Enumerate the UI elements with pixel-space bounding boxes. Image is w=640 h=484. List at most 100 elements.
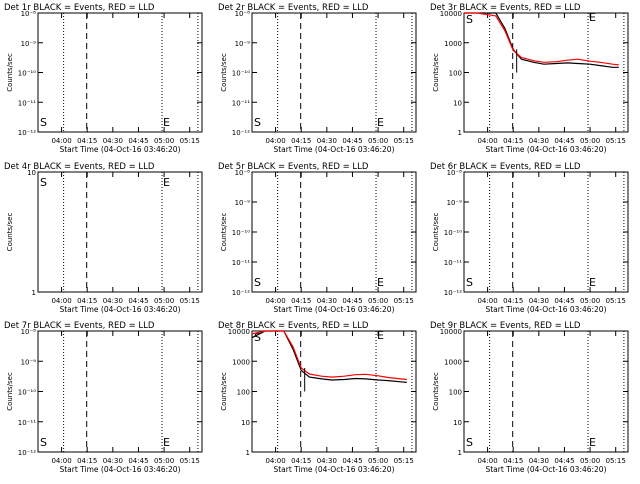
end-label: E <box>163 436 170 449</box>
x-tick-label: 04:00 <box>265 137 285 145</box>
end-label: E <box>589 276 596 289</box>
y-axis-label: Counts/sec <box>6 53 14 92</box>
y-tick-label: 1 <box>458 449 462 457</box>
x-tick-label: 04:30 <box>529 297 549 305</box>
x-axis-label: Start Time (04-Oct-16 03:46:20) <box>273 465 394 474</box>
y-axis-label: Counts/sec <box>6 213 14 252</box>
x-tick-label: 05:15 <box>394 457 414 465</box>
x-tick-label: 05:15 <box>180 297 200 305</box>
y-axis-label: Counts/sec <box>220 53 228 92</box>
plot-frame <box>463 171 629 293</box>
plot-frame <box>37 330 203 453</box>
end-label: E <box>377 329 384 342</box>
x-tick-label: 04:30 <box>317 297 337 305</box>
y-tick-label: 10⁻⁸ <box>235 169 251 177</box>
plot-frame <box>251 171 417 293</box>
x-tick-label: 05:00 <box>368 137 388 145</box>
start-label: S <box>466 13 473 26</box>
y-axis-label: Counts/sec <box>220 372 228 411</box>
x-axis-label: Start Time (04-Oct-16 03:46:20) <box>59 465 180 474</box>
start-label: S <box>40 116 47 129</box>
y-tick-label: 100 <box>237 389 250 397</box>
x-tick-label: 04:30 <box>103 137 123 145</box>
plot-frame <box>251 330 417 453</box>
y-tick-label: 1000 <box>444 40 462 48</box>
x-tick-label: 04:15 <box>77 297 97 305</box>
x-tick-label: 05:00 <box>154 297 174 305</box>
x-tick-label: 05:00 <box>580 297 600 305</box>
series-line-lld <box>464 12 619 66</box>
y-axis-label: Counts/sec <box>432 53 440 92</box>
start-label: S <box>466 436 473 449</box>
y-tick-label: 10⁻⁸ <box>21 328 37 336</box>
y-tick-label: 10⁻¹⁰ <box>232 70 250 78</box>
x-tick-label: 04:15 <box>503 457 523 465</box>
x-tick-label: 04:45 <box>128 297 148 305</box>
y-tick-label: 10000 <box>440 10 462 18</box>
x-tick-label: 05:15 <box>394 137 414 145</box>
x-tick-label: 04:45 <box>128 137 148 145</box>
x-tick-label: 04:30 <box>529 137 549 145</box>
x-tick-label: 05:00 <box>580 137 600 145</box>
y-tick-label: 10⁻⁸ <box>447 169 463 177</box>
y-tick-label: 10⁻¹² <box>232 289 250 297</box>
x-axis-label: Start Time (04-Oct-16 03:46:20) <box>59 305 180 314</box>
x-tick-label: 04:45 <box>554 457 574 465</box>
x-tick-label: 05:00 <box>154 137 174 145</box>
series-line-lld <box>251 330 407 381</box>
y-tick-label: 10⁻⁹ <box>235 40 251 48</box>
y-tick-label: 100 <box>449 70 462 78</box>
x-tick-label: 05:15 <box>606 457 626 465</box>
y-tick-label: 10⁻¹¹ <box>444 259 462 267</box>
x-tick-label: 04:00 <box>477 297 497 305</box>
y-tick-label: 10⁻¹² <box>232 129 250 137</box>
plot-frame <box>37 171 203 293</box>
panel-title: Det 6r BLACK = Events, RED = LLD <box>430 162 581 172</box>
x-tick-label: 04:30 <box>317 137 337 145</box>
plot-frame <box>37 12 203 133</box>
start-label: S <box>40 436 47 449</box>
y-tick-label: 10⁻⁹ <box>21 358 37 366</box>
y-tick-label: 1 <box>458 129 462 137</box>
x-tick-label: 04:30 <box>103 297 123 305</box>
x-tick-label: 04:45 <box>554 297 574 305</box>
x-tick-label: 04:15 <box>291 297 311 305</box>
panel-title: Det 8r BLACK = Events, RED = LLD <box>218 321 369 331</box>
y-tick-label: 10000 <box>228 328 250 336</box>
end-label: E <box>589 436 596 449</box>
x-tick-label: 04:15 <box>503 137 523 145</box>
x-axis-label: Start Time (04-Oct-16 03:46:20) <box>273 305 394 314</box>
x-tick-label: 04:45 <box>342 137 362 145</box>
x-axis-label: Start Time (04-Oct-16 03:46:20) <box>485 465 606 474</box>
y-tick-label: 10 <box>27 169 36 177</box>
panel-title: Det 9r BLACK = Events, RED = LLD <box>430 321 581 331</box>
start-label: S <box>254 276 261 289</box>
y-axis-label: Counts/sec <box>6 372 14 411</box>
panel-title: Det 3r BLACK = Events, RED = LLD <box>430 3 581 13</box>
y-tick-label: 10⁻¹¹ <box>232 259 250 267</box>
y-tick-label: 10⁻⁹ <box>21 40 37 48</box>
start-label: S <box>466 276 473 289</box>
end-label: E <box>163 116 170 129</box>
y-tick-label: 10⁻¹⁰ <box>18 389 36 397</box>
y-tick-label: 10⁻¹⁰ <box>18 70 36 78</box>
x-tick-label: 04:15 <box>291 137 311 145</box>
end-label: E <box>377 276 384 289</box>
x-tick-label: 04:15 <box>77 457 97 465</box>
panel-title: Det 5r BLACK = Events, RED = LLD <box>218 162 369 172</box>
y-tick-label: 10 <box>241 419 250 427</box>
start-label: S <box>40 176 47 189</box>
x-tick-label: 05:15 <box>606 137 626 145</box>
x-axis-label: Start Time (04-Oct-16 03:46:20) <box>273 145 394 154</box>
panel-det-9: Det 9r BLACK = Events, RED = LLD10000100… <box>430 321 629 474</box>
x-tick-label: 05:15 <box>606 297 626 305</box>
x-tick-label: 05:00 <box>580 457 600 465</box>
x-axis-label: Start Time (04-Oct-16 03:46:20) <box>59 145 180 154</box>
y-tick-label: 10000 <box>440 328 462 336</box>
x-tick-label: 04:00 <box>477 137 497 145</box>
x-tick-label: 04:30 <box>103 457 123 465</box>
x-tick-label: 04:45 <box>342 297 362 305</box>
